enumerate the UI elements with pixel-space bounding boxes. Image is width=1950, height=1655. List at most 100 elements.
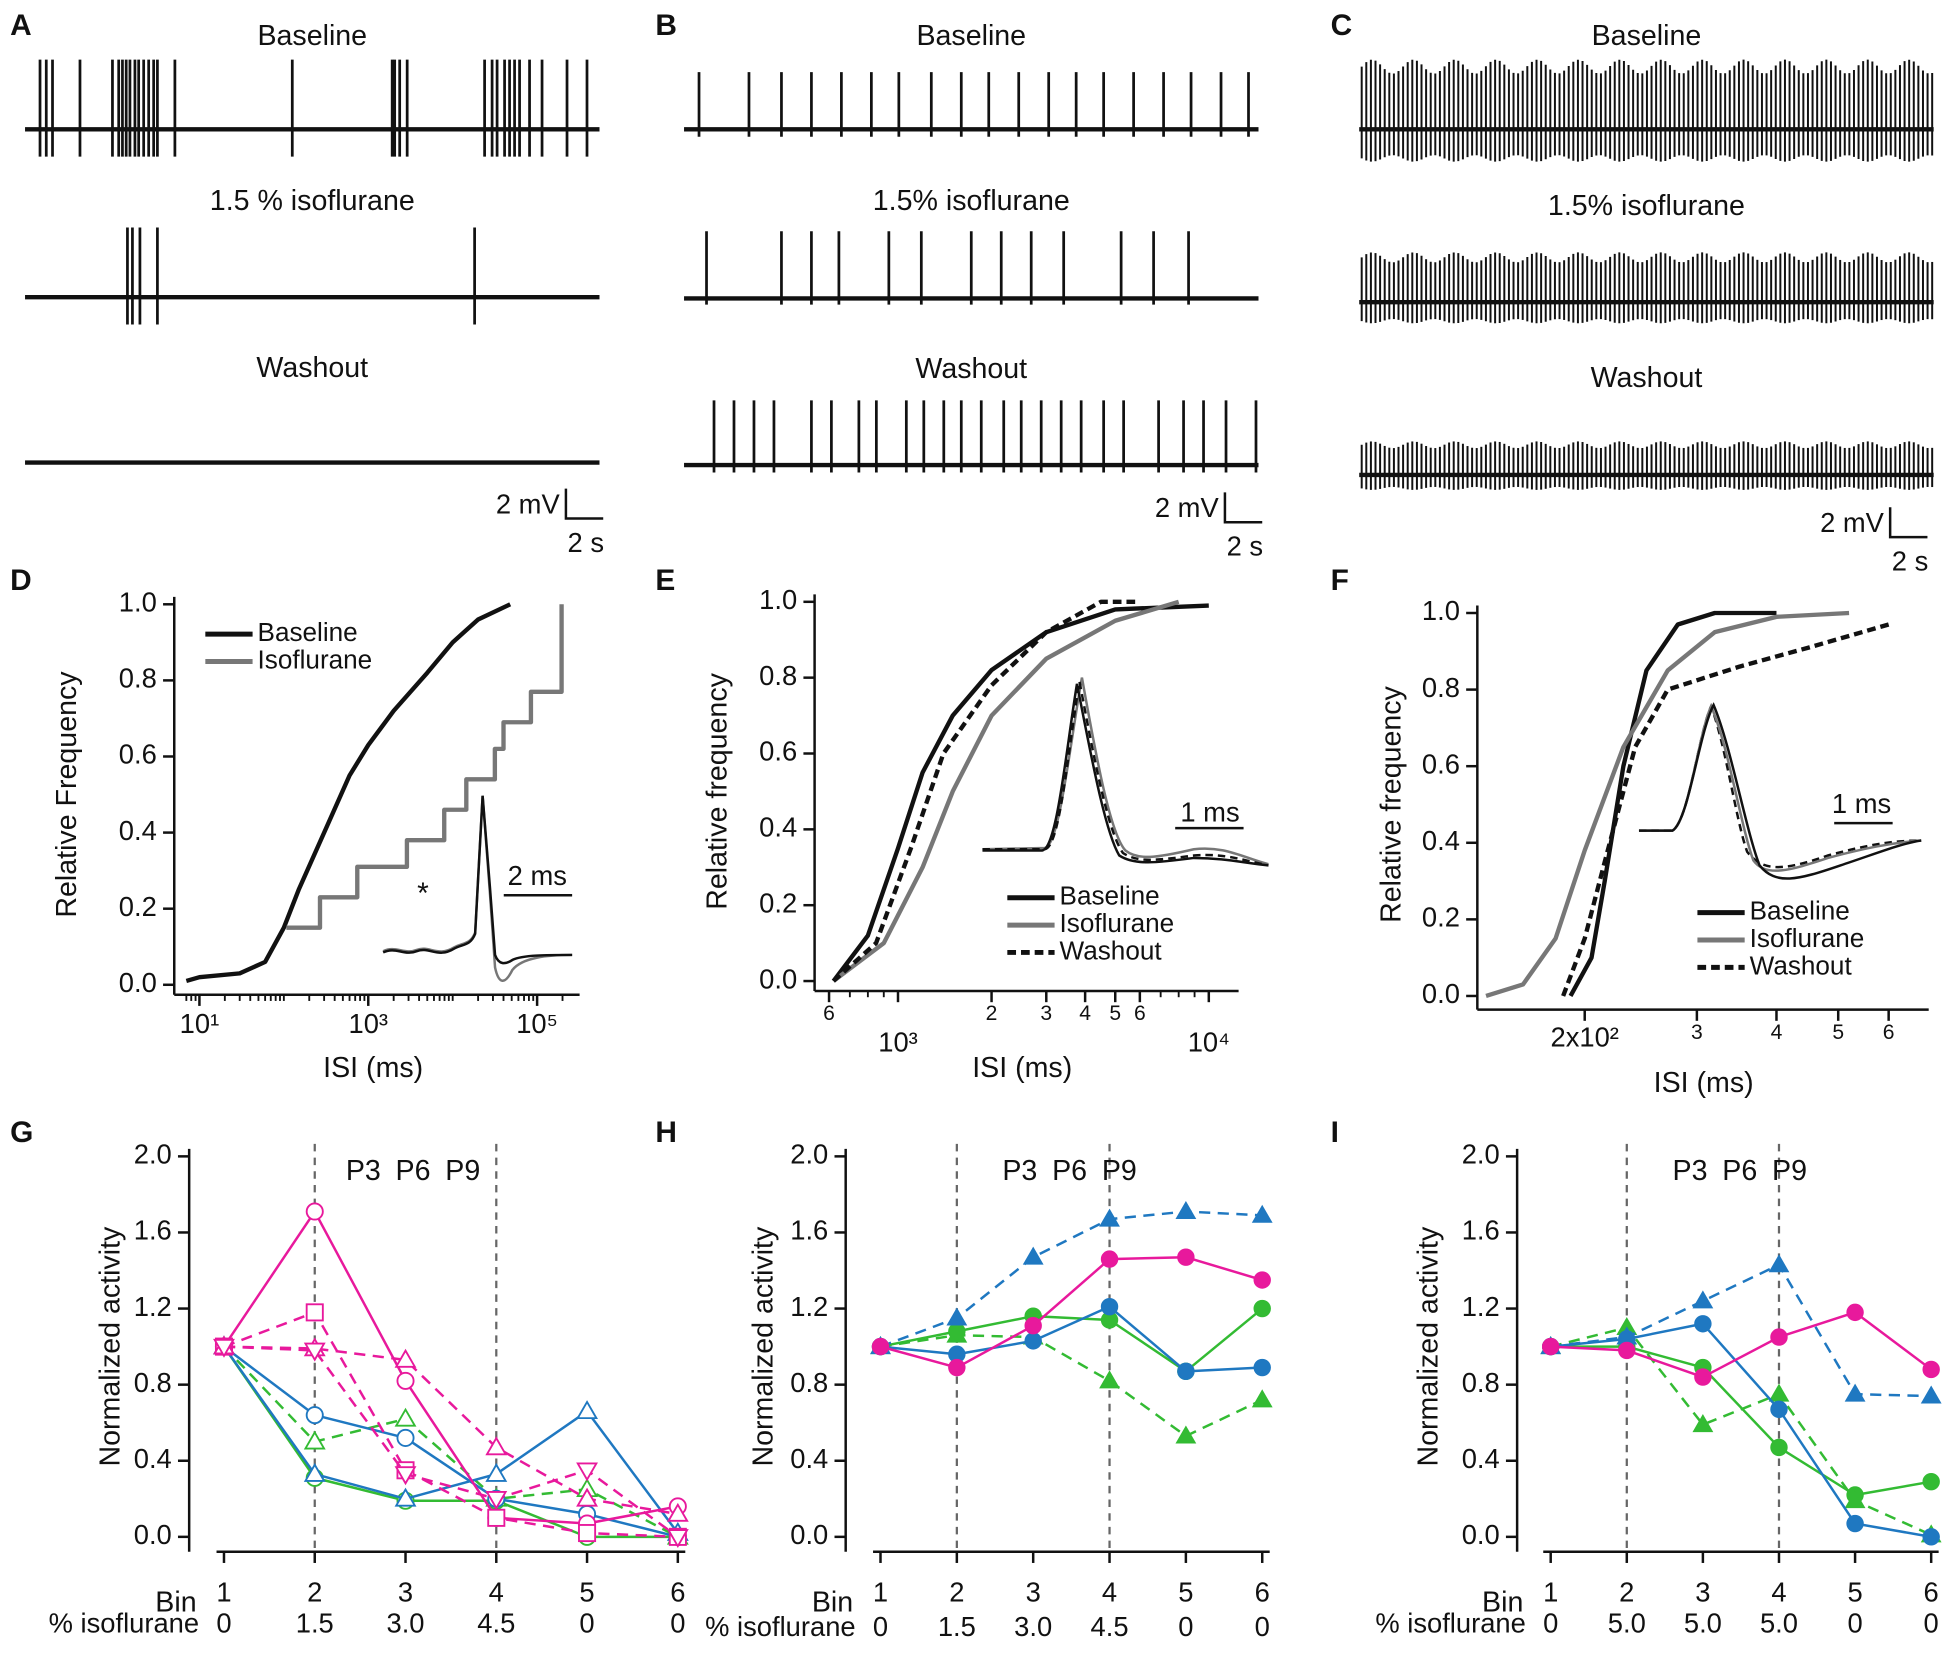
y-axis-label: Relative Frequency bbox=[51, 671, 83, 918]
marker bbox=[1253, 1299, 1271, 1318]
marker bbox=[1024, 1332, 1042, 1350]
x-axis-label: ISI (ms) bbox=[972, 1052, 1072, 1084]
y-tick-label: 1.2 bbox=[134, 1291, 172, 1322]
marker bbox=[487, 1508, 506, 1527]
y-axis-label: Relative frequency bbox=[701, 672, 733, 909]
series-line bbox=[880, 1333, 1263, 1438]
y-tick-label: 0.4 bbox=[1462, 1443, 1500, 1474]
marker bbox=[871, 1337, 890, 1356]
x-tick-label: 3 bbox=[1695, 1576, 1710, 1607]
scale-bar bbox=[1223, 492, 1263, 524]
panel-letter: H bbox=[655, 1116, 677, 1149]
x-tick-label-2: 5.0 bbox=[1760, 1607, 1798, 1638]
legend-label: P3 bbox=[1673, 1155, 1708, 1187]
legend-label: P9 bbox=[445, 1155, 480, 1187]
y-tick-label: 0.6 bbox=[1422, 748, 1460, 779]
marker bbox=[1253, 1271, 1271, 1289]
inset-scale-label: 1 ms bbox=[1832, 788, 1891, 819]
inset-scale-label: 1 ms bbox=[1180, 797, 1239, 828]
x-tick-label: 5 bbox=[579, 1576, 594, 1607]
x-tick-label-2: 1.5 bbox=[296, 1607, 334, 1638]
series-line bbox=[880, 1307, 1264, 1373]
x-axis-label: Bin bbox=[1482, 1587, 1523, 1619]
y-tick-label: 1.2 bbox=[1462, 1291, 1500, 1322]
marker bbox=[666, 1529, 689, 1549]
legend-label: Isoflurane bbox=[1750, 923, 1865, 953]
y-tick-label: 0.0 bbox=[134, 1519, 172, 1550]
panel-letter: E bbox=[655, 564, 675, 597]
x-tick-label-2: 3.0 bbox=[387, 1607, 425, 1638]
legend-label: Isoflurane bbox=[1060, 908, 1175, 938]
series-line bbox=[185, 602, 512, 984]
marker bbox=[1251, 1389, 1273, 1408]
x-tick-label: 5 bbox=[1178, 1576, 1193, 1607]
marker bbox=[1099, 1208, 1120, 1227]
x-tick-label: 6 bbox=[670, 1576, 685, 1607]
series-line bbox=[222, 1345, 678, 1539]
marker bbox=[303, 1462, 326, 1482]
marker bbox=[305, 1406, 324, 1425]
y-tick-label: 0.8 bbox=[790, 1367, 828, 1398]
marker bbox=[1768, 1383, 1790, 1402]
x-tick-label: 3 bbox=[398, 1576, 413, 1607]
scale-label: 2 mV bbox=[1155, 492, 1220, 523]
inset-wave bbox=[1638, 703, 1922, 869]
panel-letter: B bbox=[655, 9, 677, 42]
inset-e bbox=[982, 677, 1269, 867]
series-line bbox=[1550, 1345, 1932, 1497]
x-axis-label: ISI (ms) bbox=[1654, 1067, 1754, 1099]
series-line bbox=[831, 603, 1209, 983]
legend-label: Isoflurane bbox=[258, 644, 373, 674]
x-tick-label-2: 0 bbox=[1255, 1611, 1270, 1642]
x-tick-label-2: 5.0 bbox=[1608, 1607, 1646, 1638]
y-tick-label: 0.2 bbox=[759, 887, 797, 918]
series-line bbox=[223, 1345, 679, 1516]
trace-label: 1.5% isoflurane bbox=[1548, 190, 1745, 222]
marker bbox=[1100, 1297, 1119, 1316]
y-tick-label: 0.0 bbox=[119, 967, 157, 998]
x-tick-label: 6 bbox=[1883, 1021, 1895, 1044]
x-tick-label: 6 bbox=[1924, 1576, 1939, 1607]
y-tick-label: 1.0 bbox=[119, 587, 157, 618]
legend-label: P6 bbox=[1722, 1155, 1757, 1187]
x-tick-label: 6 bbox=[1134, 1002, 1146, 1025]
marker bbox=[213, 1338, 235, 1358]
marker bbox=[1175, 1425, 1197, 1444]
marker bbox=[1922, 1528, 1940, 1546]
x-tick-label: 6 bbox=[823, 1002, 835, 1025]
series-line bbox=[1550, 1311, 1932, 1379]
scale-bar bbox=[1888, 507, 1928, 539]
y-tick-label: 1.6 bbox=[1462, 1215, 1500, 1246]
marker bbox=[666, 1502, 689, 1522]
marker bbox=[305, 1303, 324, 1322]
y-tick-label: 1.2 bbox=[790, 1291, 828, 1322]
marker bbox=[1177, 1362, 1195, 1381]
marker bbox=[394, 1487, 417, 1507]
legend-label: Baseline bbox=[1060, 881, 1160, 911]
y-tick-label: 0.0 bbox=[790, 1519, 828, 1550]
inset-wave bbox=[982, 681, 1269, 867]
y-tick-label: 1.6 bbox=[134, 1215, 172, 1246]
series-line bbox=[880, 1210, 1263, 1348]
y-tick-label: 2.0 bbox=[134, 1139, 172, 1170]
marker bbox=[394, 1348, 417, 1368]
x-tick-label: 10¹ bbox=[180, 1008, 220, 1039]
series-line bbox=[222, 1210, 679, 1525]
inset-wave bbox=[382, 795, 573, 965]
series-line bbox=[1550, 1326, 1932, 1537]
y-tick-label: 0.4 bbox=[134, 1443, 172, 1474]
y-tick-label: 0.0 bbox=[1422, 978, 1460, 1009]
series-line bbox=[832, 599, 1140, 983]
y-tick-label: 0.8 bbox=[1462, 1367, 1500, 1398]
inset-wave bbox=[1638, 702, 1922, 880]
marker bbox=[394, 1466, 417, 1486]
inset-scale-label: 2 ms bbox=[508, 860, 567, 891]
trace-label: Washout bbox=[256, 352, 368, 384]
panel-letter: G bbox=[10, 1116, 33, 1149]
marker bbox=[1024, 1316, 1042, 1335]
marker bbox=[485, 1462, 508, 1482]
series-line bbox=[1550, 1263, 1932, 1398]
trace-label: Washout bbox=[915, 353, 1027, 385]
marker bbox=[1770, 1328, 1788, 1346]
y-axis-label: Normalized activity bbox=[95, 1226, 127, 1467]
